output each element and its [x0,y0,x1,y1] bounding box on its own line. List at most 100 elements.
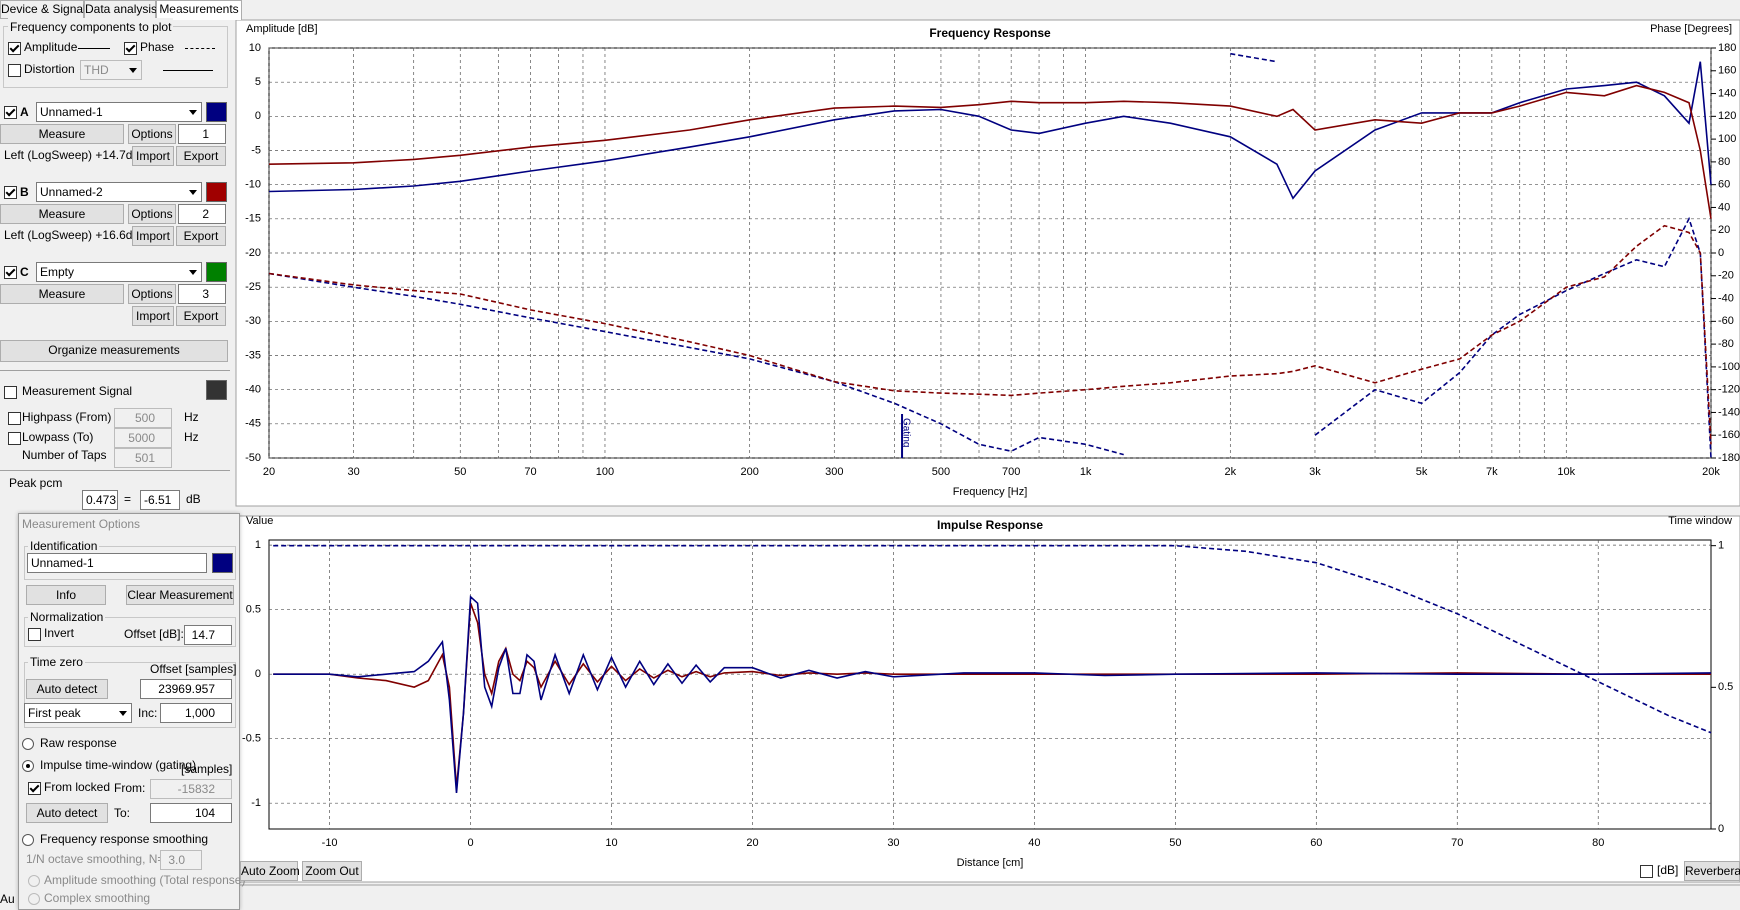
color-swatch[interactable] [206,380,227,400]
group-title: Frequency components to plot [8,18,174,36]
checkbox[interactable] [8,42,21,55]
input[interactable]: 104 [150,803,232,823]
button[interactable]: Measure [0,204,124,224]
x-axis-label: Frequency [Hz] [953,486,1028,498]
button[interactable]: Import [132,306,174,326]
button[interactable]: Auto Zoom [240,861,300,881]
button[interactable]: Options [128,204,176,224]
checkbox[interactable] [4,386,17,399]
measurement-select[interactable]: Unnamed-1 [36,102,202,122]
button[interactable]: Export [176,146,226,166]
select[interactable]: First peak [24,703,132,723]
series-line [268,84,1712,219]
freq-panel [235,19,1740,507]
radio[interactable] [22,834,34,846]
measurement-select[interactable]: Unnamed-2 [36,182,202,202]
label: Number of Taps [22,448,107,462]
series-line [273,544,1712,734]
y2-tick-label: 1 [1718,540,1724,552]
button[interactable]: Clear Measurement [126,585,234,605]
button[interactable]: Auto detect [26,679,108,699]
radio[interactable] [28,875,40,887]
x-tick-label: 60 [1310,837,1322,849]
y2-tick-label: 0.5 [1718,681,1733,693]
checkbox[interactable] [4,106,17,119]
input[interactable]: 3.0 [160,850,202,870]
group-title: Identification [28,537,100,555]
x-tick-label: 40 [1028,837,1040,849]
y-tick-label: -0.5 [242,733,261,745]
spin-box[interactable]: 1 [178,124,226,144]
y2-tick-label: 140 [1718,87,1736,99]
checkbox[interactable] [28,628,41,641]
x-tick-label: 50 [1169,837,1181,849]
label: Highpass (From) [22,410,112,424]
y-tick-label: -35 [245,349,261,361]
annotation: Gating [900,418,911,447]
x-tick-label: 70 [1451,837,1463,849]
button[interactable]: Options [128,284,176,304]
input[interactable]: 5000 [114,428,172,448]
spin-box[interactable]: 3 [178,284,226,304]
input[interactable]: 1,000 [160,703,232,723]
button[interactable]: Import [132,226,174,246]
y-tick-label: 0 [255,668,261,680]
input[interactable]: 500 [114,408,172,428]
tab[interactable]: Device & Signal [0,0,86,19]
button[interactable]: Organize measurements [0,340,228,362]
measurement-select[interactable]: Empty [36,262,202,282]
tab[interactable]: Data analysis [84,0,157,19]
label: Hz [184,410,199,424]
tab[interactable]: Measurements [156,0,242,20]
series-line [268,61,1712,200]
checkbox[interactable] [8,412,21,425]
button[interactable]: Measure [0,124,124,144]
button[interactable]: Export [176,226,226,246]
button[interactable]: Options [128,124,176,144]
checkbox[interactable] [124,42,137,55]
checkbox[interactable] [28,782,41,795]
color-swatch[interactable] [206,182,227,202]
radio[interactable] [22,760,34,772]
button[interactable]: Export [176,306,226,326]
color-swatch[interactable] [206,262,227,282]
separator [0,370,230,371]
button[interactable]: Measure [0,284,124,304]
y-tick-label: -40 [245,384,261,396]
y2-tick-label: -120 [1718,384,1740,396]
spin-box[interactable]: 2 [178,204,226,224]
checkbox[interactable] [8,64,21,77]
button[interactable]: Reverberati [1684,861,1740,881]
input[interactable]: -15832 [150,779,232,799]
y-tick-label: -45 [245,418,261,430]
input[interactable]: 14.7 [184,625,232,645]
radio[interactable] [22,738,34,750]
checkbox[interactable] [8,432,21,445]
button[interactable]: Import [132,146,174,166]
input[interactable]: Unnamed-1 [27,553,207,573]
label: [samples] [181,762,233,776]
button[interactable]: Auto detect [26,803,108,823]
x-tick-label: 30 [887,837,899,849]
label: Hz [184,430,199,444]
input[interactable]: 23969.957 [140,679,232,699]
checkbox[interactable] [1640,865,1653,878]
y-axis-label: Value [246,515,273,527]
label: Invert [44,626,75,640]
select[interactable]: THD [80,60,142,80]
y-tick-label: 5 [255,76,261,88]
color-swatch[interactable] [206,102,227,122]
checkbox[interactable] [4,186,17,199]
x-tick-label: 10k [1557,466,1575,478]
input[interactable]: 501 [114,448,172,468]
chart-title: Frequency Response [929,26,1051,40]
y2-tick-label: -20 [1718,270,1734,282]
button[interactable]: Info [26,585,106,605]
input: 0.473 [82,490,118,510]
checkbox[interactable] [4,266,17,279]
radio[interactable] [28,893,40,905]
button[interactable]: Zoom Out [302,861,362,881]
x-axis-label: Distance [cm] [957,857,1024,869]
color-swatch[interactable] [212,553,233,573]
